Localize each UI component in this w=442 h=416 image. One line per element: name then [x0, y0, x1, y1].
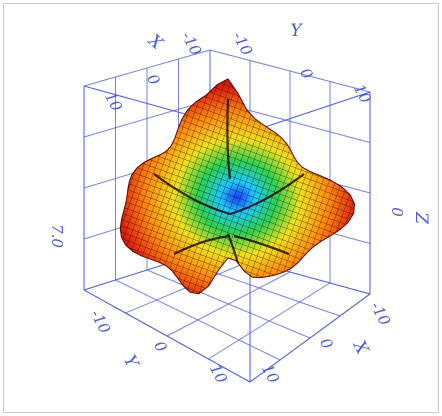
x-tick-label: -10	[367, 299, 394, 329]
z-axis-label: Z	[411, 211, 431, 225]
x-tick-label: 10	[101, 89, 126, 115]
y-tick-label: 10	[350, 81, 375, 107]
y-tick-label: 0	[296, 65, 317, 82]
grid-line	[209, 49, 371, 93]
grid-line	[83, 99, 211, 138]
axis-edge	[83, 289, 251, 383]
surface-mesh	[120, 78, 355, 294]
x-tick-label: -10	[178, 29, 205, 59]
chart-canvas: 10 0 -10 -10 0 10 -10 0 10 10 0 -10 0 7.0 X Y Z Y X	[48, 21, 431, 387]
side-annotation: 7.0	[48, 224, 66, 248]
y-axis-label: Y	[290, 21, 303, 41]
x-tick-label: 0	[143, 71, 164, 88]
x-tick-label: 10	[258, 361, 283, 387]
y-axis-label-bottom: Y	[119, 352, 143, 373]
surface-crease	[173, 234, 231, 255]
grid-line	[166, 271, 291, 337]
y-tick-label: 10	[206, 361, 231, 387]
grid-line	[208, 282, 331, 360]
surface-crease	[226, 98, 232, 180]
x-axis-label-bottom: X	[348, 336, 373, 359]
surface-crease	[229, 173, 305, 216]
z-tick-label: 0	[388, 207, 406, 217]
y-tick-label: -10	[229, 29, 256, 59]
surface-plot	[119, 78, 356, 295]
y-tick-label: -10	[87, 307, 114, 337]
grid-line	[83, 49, 211, 87]
x-axis-label: X	[143, 29, 167, 54]
x-tick-label: 0	[316, 335, 337, 352]
surface-crease	[153, 173, 231, 216]
surface-crease	[233, 234, 290, 256]
axis-edge	[249, 91, 371, 133]
chart-frame: 10 0 -10 -10 0 10 -10 0 10 10 0 -10 0 7.0 X Y Z Y X	[3, 3, 439, 413]
y-tick-label: 0	[150, 338, 171, 355]
axis-edge	[249, 293, 371, 383]
